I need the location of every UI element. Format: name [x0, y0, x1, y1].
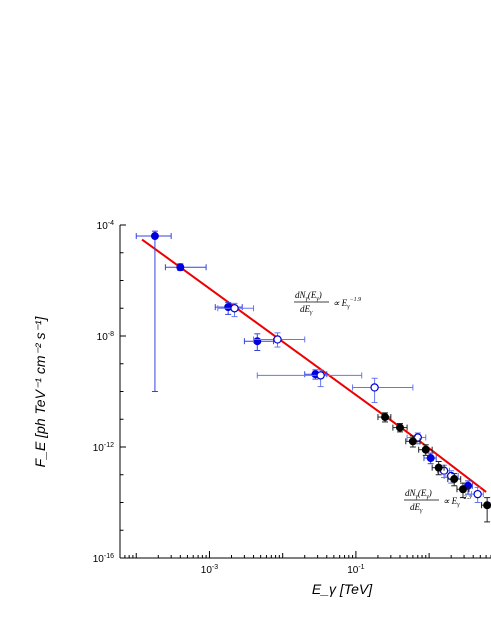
- ann1-num: dN: [295, 290, 307, 300]
- y-tick-label: 10-8: [97, 331, 114, 343]
- plot-area: [120, 225, 491, 558]
- ann2-rel: ∝ E: [443, 496, 458, 506]
- data-point: [456, 482, 470, 499]
- filled-marker: [395, 423, 404, 432]
- filled-marker: [150, 232, 159, 241]
- ann1-den-sub: γ: [310, 310, 313, 316]
- open-marker: [316, 371, 325, 380]
- data-point: [405, 435, 421, 448]
- data-point: [377, 412, 392, 423]
- ann2-num-sub: γ: [416, 494, 419, 500]
- svg-text:∝ Eγ−2.3: ∝ Eγ−2.3: [443, 495, 471, 508]
- svg-text:dNγ(Eγ): dNγ(Eγ): [405, 488, 432, 500]
- fit-lines: [141, 238, 487, 493]
- data-point: [135, 230, 172, 392]
- x-ticks: 10-3 10-1: [119, 551, 491, 576]
- annotation-slope-2: dNγ(Eγ) dEγ ∝ Eγ−2.3: [404, 488, 471, 514]
- filled-marker: [421, 445, 430, 454]
- x-tick-label: 10-1: [347, 564, 364, 576]
- y-axis-title: F_E [ph TeV⁻¹ cm⁻² s⁻¹]: [32, 315, 48, 467]
- y-tick-label: 10-16: [93, 553, 114, 565]
- ann2-rel-sub: γ: [457, 502, 460, 508]
- x-axis-title: E_γ [TeV]: [312, 581, 373, 597]
- ann2-num: dN: [405, 488, 417, 498]
- ann2-den-sub: γ: [420, 508, 423, 514]
- fit-line: [421, 442, 487, 493]
- ann2-den: dE: [410, 502, 421, 512]
- ann2-num-tail: ): [428, 488, 432, 498]
- data-point: [431, 461, 445, 476]
- data-point: [392, 423, 408, 433]
- data-point: [423, 452, 437, 465]
- data-point: [164, 263, 207, 272]
- filled-marker: [450, 475, 459, 484]
- filled-marker: [176, 263, 185, 272]
- y-tick-label: 10-4: [97, 220, 114, 232]
- ann1-num-tail: ): [318, 290, 322, 300]
- ann2-rel-sup: −2.3: [460, 495, 472, 501]
- filled-marker: [426, 454, 435, 463]
- filled-marker: [381, 413, 390, 422]
- data-point: [253, 332, 306, 348]
- x-tick-label: 10-3: [201, 564, 218, 576]
- data-point: [418, 444, 433, 456]
- y-tick-label: 10-12: [93, 442, 114, 454]
- data-point: [304, 369, 328, 380]
- open-marker: [370, 383, 379, 392]
- open-marker: [230, 304, 239, 313]
- data-point: [352, 377, 414, 404]
- ann1-den: dE: [300, 304, 311, 314]
- ann1-num-arg: (E: [308, 290, 317, 300]
- ann1-rel-sup: −1.9: [350, 297, 362, 303]
- open-marker: [273, 335, 282, 344]
- y-ticks: 10-4 10-8 10-12 10-16: [93, 220, 126, 565]
- open-marker: [473, 489, 482, 499]
- data-point: [447, 473, 462, 487]
- svg-text:dNγ(Eγ): dNγ(Eγ): [295, 290, 322, 302]
- svg-text:∝ Eγ−1.9: ∝ Eγ−1.9: [333, 297, 361, 310]
- svg-text:dEγ: dEγ: [300, 304, 313, 316]
- filled-marker: [483, 501, 491, 510]
- ann1-num-sub: γ: [306, 296, 309, 302]
- ann1-rel: ∝ E: [333, 298, 348, 308]
- filled-marker: [253, 337, 262, 346]
- data-point: [256, 369, 363, 388]
- ann1-num-arg-sub: γ: [316, 296, 319, 302]
- filled-marker: [434, 463, 443, 472]
- ann2-num-arg: (E: [418, 488, 427, 498]
- data-point: [243, 333, 275, 352]
- data-point: [471, 486, 484, 503]
- data-points: [135, 230, 491, 523]
- data-point: [217, 302, 255, 318]
- fit-line: [141, 238, 423, 444]
- filled-marker: [408, 437, 417, 446]
- filled-marker: [458, 485, 467, 494]
- ann1-rel-sub: γ: [347, 304, 350, 310]
- data-point: [481, 497, 491, 523]
- ann2-num-arg-sub: γ: [426, 494, 429, 500]
- svg-text:dEγ: dEγ: [410, 502, 423, 514]
- annotation-slope-1: dNγ(Eγ) dEγ ∝ Eγ−1.9: [294, 290, 361, 316]
